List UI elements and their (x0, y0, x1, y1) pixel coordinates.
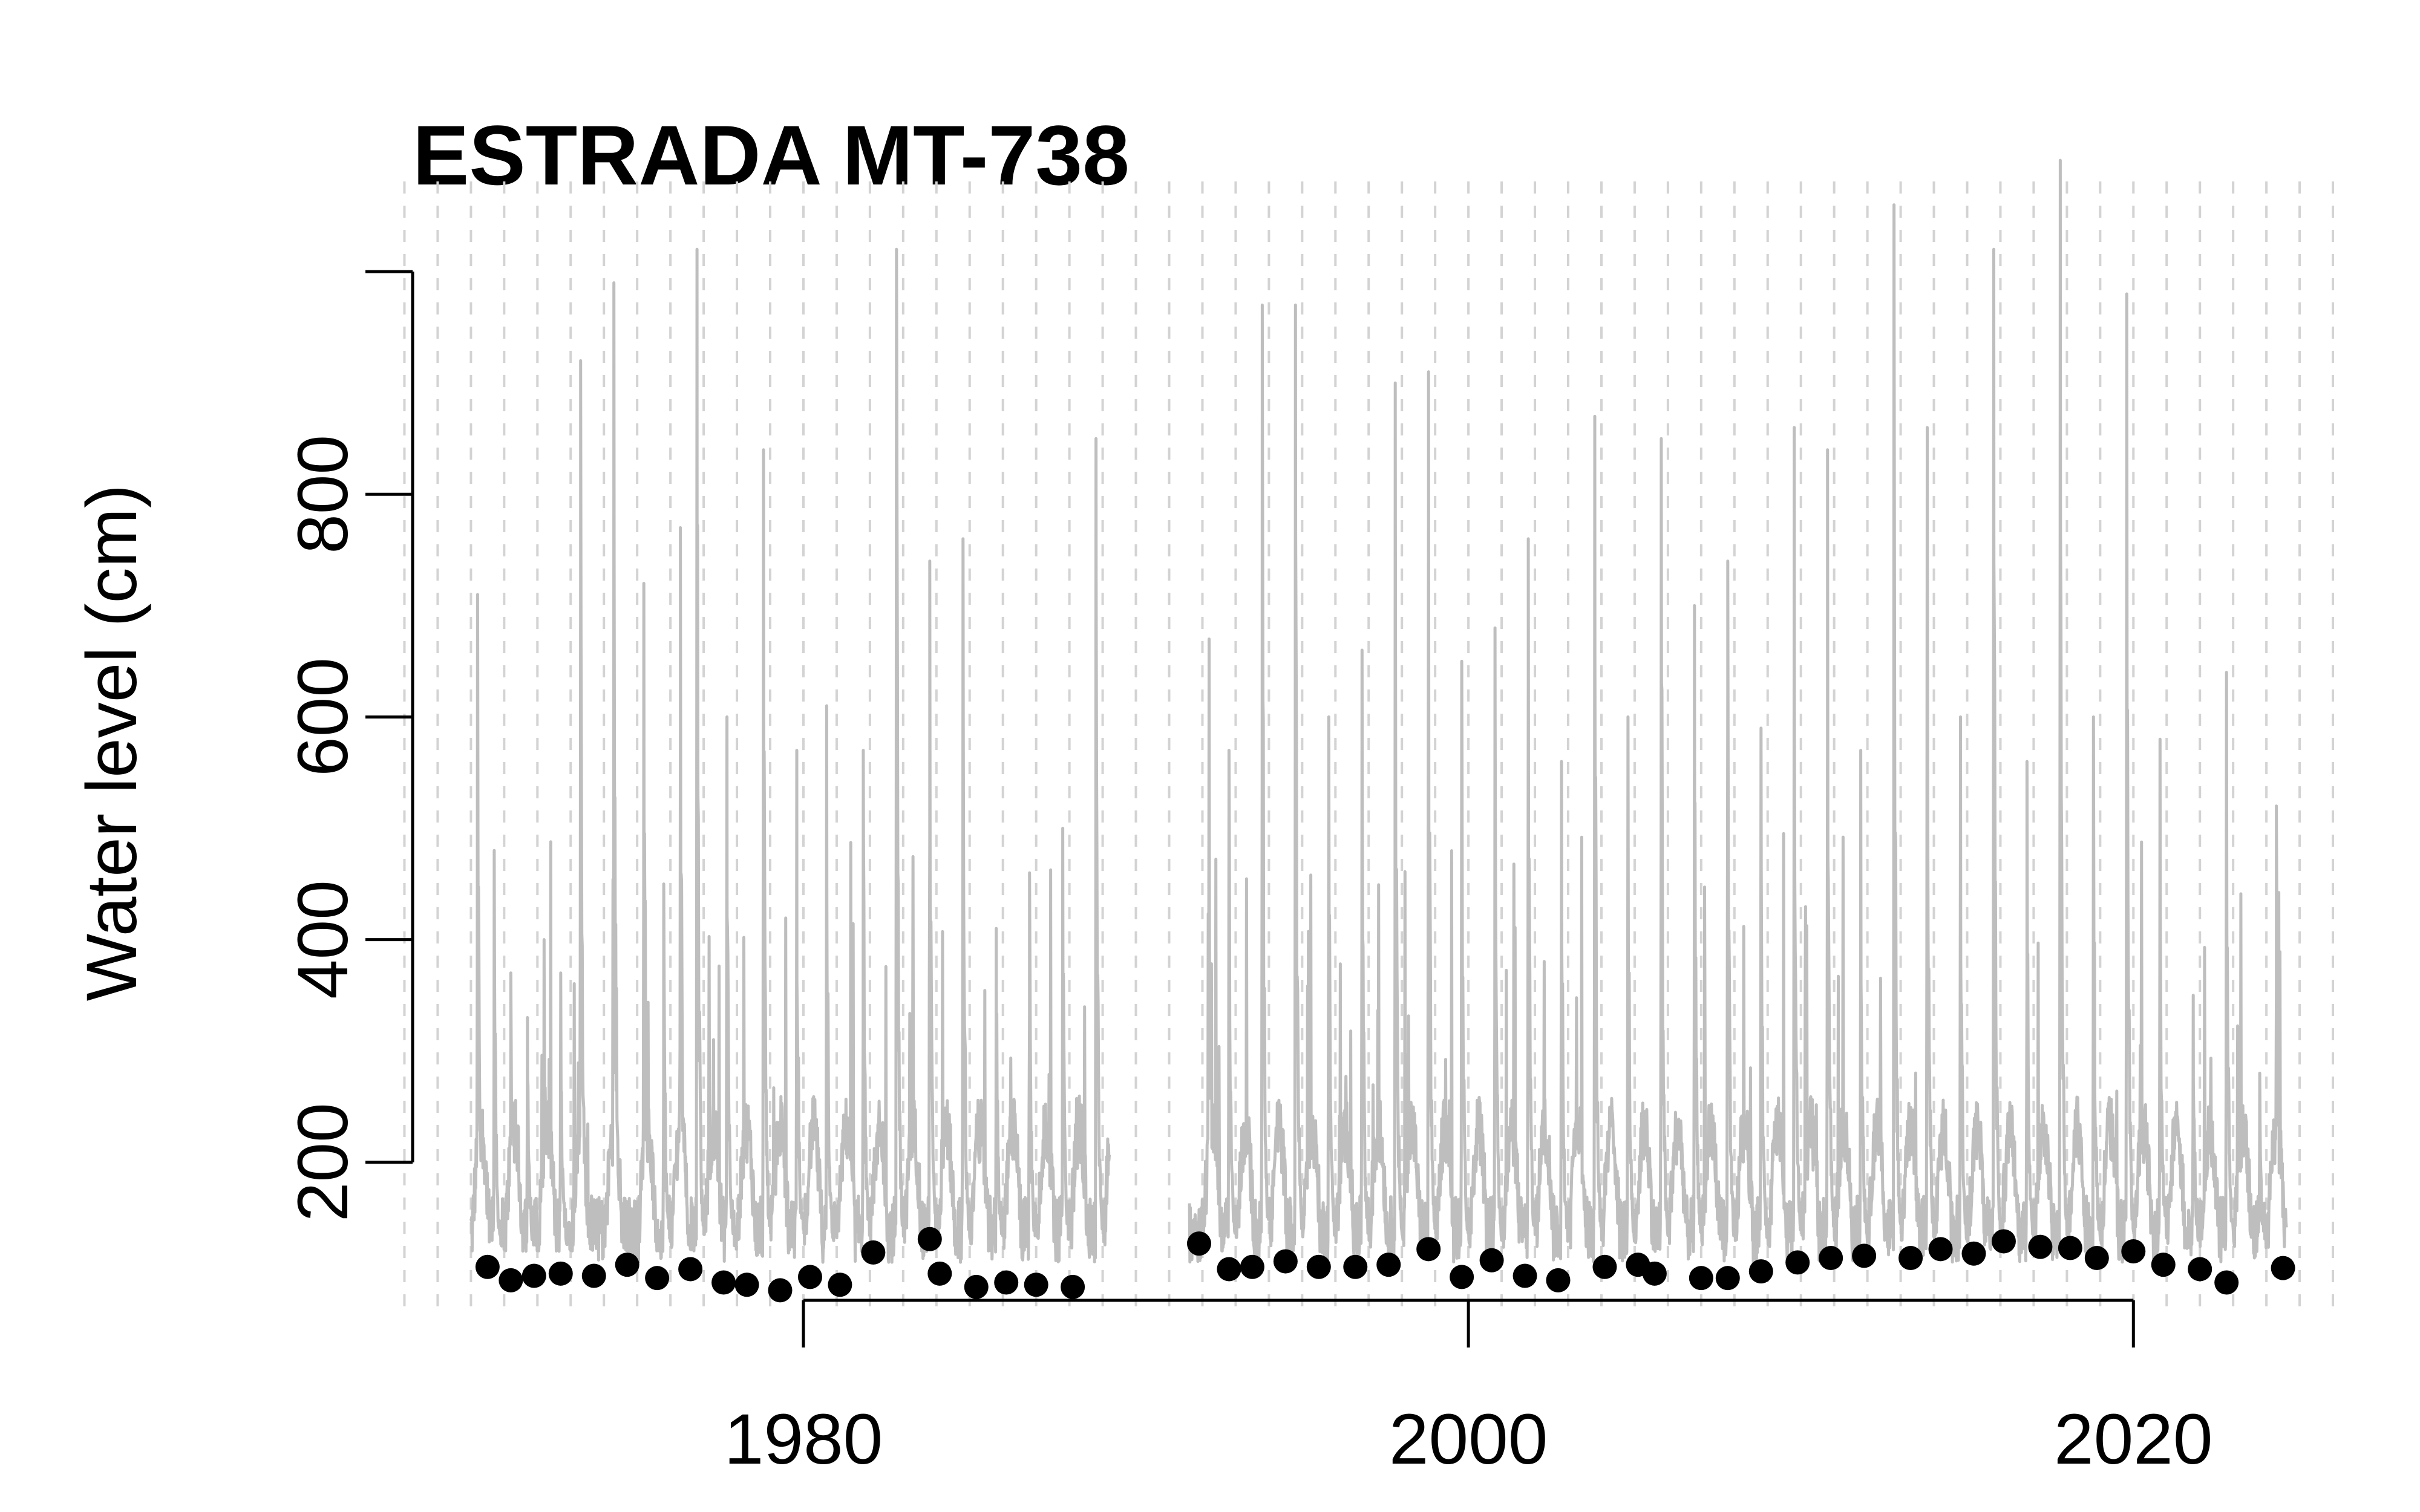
x-tick-label-2000: 2000 (1389, 1400, 1548, 1479)
minimum-point-16 (927, 1261, 952, 1286)
minimum-point-12 (797, 1265, 822, 1289)
minimum-point-23 (1240, 1254, 1264, 1279)
minimum-point-42 (1898, 1246, 1923, 1271)
water-level-series (469, 158, 2288, 1264)
minimum-point-31 (1512, 1263, 1537, 1288)
minimum-point-44 (1961, 1241, 1986, 1266)
minimum-point-35 (1642, 1261, 1667, 1286)
y-tick-label-600: 600 (283, 657, 363, 777)
minimum-point-1 (475, 1254, 500, 1279)
y-tick-label-800: 800 (283, 435, 363, 554)
minimum-point-25 (1306, 1254, 1331, 1279)
minimum-point-37 (1715, 1266, 1740, 1291)
minimum-point-28 (1416, 1237, 1441, 1262)
minimum-point-3 (522, 1263, 546, 1288)
minimum-point-8 (678, 1257, 703, 1282)
y-axis-label: Water level (cm) (72, 484, 152, 1001)
y-tick-label-200: 200 (283, 1103, 363, 1222)
minimum-point-9 (711, 1270, 736, 1295)
minimum-point-39 (1785, 1250, 1810, 1275)
minimum-point-4 (548, 1261, 573, 1286)
minimum-point-51 (2188, 1257, 2212, 1282)
minimum-point-50 (2151, 1253, 2176, 1277)
vertical-grid (403, 181, 2335, 1306)
minimum-point-33 (1592, 1254, 1617, 1279)
minimum-point-11 (768, 1278, 793, 1303)
minimum-point-15 (917, 1227, 942, 1251)
minimum-point-43 (1928, 1237, 1953, 1262)
minimum-point-6 (615, 1253, 639, 1277)
minimum-point-52 (2214, 1270, 2239, 1295)
minimum-point-30 (1479, 1248, 1504, 1272)
x-tick-label-2020: 2020 (2054, 1400, 2213, 1479)
minimum-point-53 (2271, 1256, 2295, 1280)
minimum-point-32 (1546, 1268, 1571, 1292)
y-tick-label-400: 400 (283, 880, 363, 999)
minimum-point-48 (2084, 1246, 2109, 1271)
minimum-point-2 (499, 1268, 523, 1292)
minimum-point-47 (2058, 1236, 2082, 1260)
minimum-point-26 (1343, 1254, 1368, 1279)
minimum-point-10 (734, 1272, 759, 1297)
minimum-point-14 (861, 1240, 886, 1265)
minimum-point-40 (1819, 1246, 1843, 1271)
minimum-point-41 (1852, 1243, 1877, 1268)
minimum-point-18 (994, 1270, 1019, 1295)
minimum-point-19 (1024, 1272, 1048, 1297)
minimum-point-17 (964, 1274, 989, 1299)
minimum-point-22 (1217, 1257, 1241, 1282)
minimum-point-29 (1450, 1265, 1474, 1289)
minimum-point-7 (645, 1266, 670, 1291)
minimum-point-20 (1061, 1274, 1085, 1299)
minimum-point-27 (1376, 1253, 1401, 1277)
water-level-line-segment-2 (1188, 158, 2288, 1264)
minimum-point-13 (828, 1272, 852, 1297)
minimum-point-46 (2028, 1234, 2053, 1259)
minimum-point-49 (2121, 1239, 2146, 1264)
water-level-line-segment-1 (469, 247, 1111, 1264)
x-tick-label-1980: 1980 (724, 1400, 883, 1479)
minimum-point-36 (1689, 1266, 1713, 1291)
minimum-point-5 (581, 1263, 606, 1288)
minimum-point-21 (1186, 1231, 1211, 1256)
minimum-point-24 (1273, 1249, 1298, 1274)
minimum-point-45 (1991, 1229, 2016, 1254)
annual-minimum-points (475, 1227, 2295, 1303)
axes: 200 400 600 800 1980 2000 2020 (283, 270, 2213, 1479)
minimum-point-38 (1748, 1259, 1773, 1284)
